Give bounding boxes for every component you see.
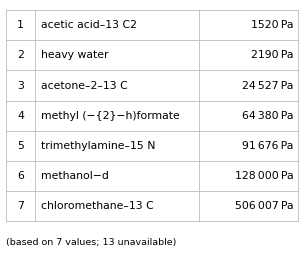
Text: chloromethane–13 C: chloromethane–13 C <box>41 201 154 211</box>
Text: (based on 7 values; 13 unavailable): (based on 7 values; 13 unavailable) <box>6 238 176 247</box>
Text: acetic acid–13 C2: acetic acid–13 C2 <box>41 20 137 30</box>
Text: 1520 Pa: 1520 Pa <box>251 20 293 30</box>
Text: 1: 1 <box>17 20 24 30</box>
Text: methanol−d: methanol−d <box>41 171 109 181</box>
Text: 6: 6 <box>17 171 24 181</box>
Text: 5: 5 <box>17 141 24 151</box>
Text: trimethylamine–15 N: trimethylamine–15 N <box>41 141 155 151</box>
Text: methyl (−{2}−h)formate: methyl (−{2}−h)formate <box>41 111 179 121</box>
Text: 128 000 Pa: 128 000 Pa <box>235 171 293 181</box>
Text: 506 007 Pa: 506 007 Pa <box>235 201 293 211</box>
Text: 91 676 Pa: 91 676 Pa <box>242 141 293 151</box>
Text: acetone–2–13 C: acetone–2–13 C <box>41 80 127 90</box>
Text: 2: 2 <box>17 50 24 60</box>
Text: 64 380 Pa: 64 380 Pa <box>242 111 293 121</box>
Text: 3: 3 <box>17 80 24 90</box>
Text: 2190 Pa: 2190 Pa <box>251 50 293 60</box>
Text: heavy water: heavy water <box>41 50 108 60</box>
Text: 4: 4 <box>17 111 24 121</box>
Text: 7: 7 <box>17 201 24 211</box>
Text: 24 527 Pa: 24 527 Pa <box>242 80 293 90</box>
